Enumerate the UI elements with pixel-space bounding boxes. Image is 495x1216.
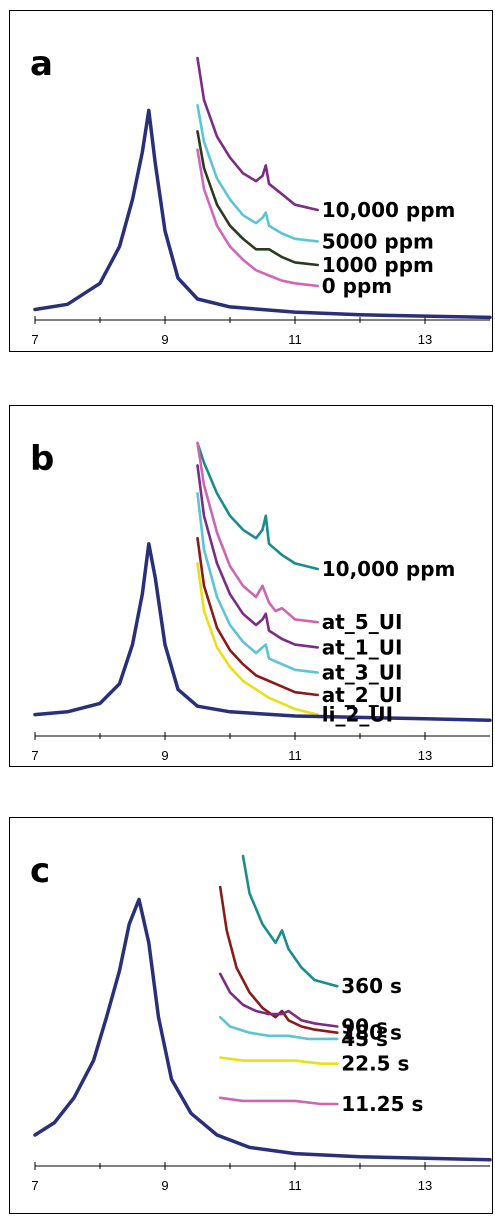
series-label: 180 s bbox=[341, 1021, 402, 1045]
panel-label: a bbox=[30, 44, 53, 84]
series-line bbox=[196, 130, 320, 267]
series-label: 0 ppm bbox=[322, 274, 392, 298]
series-label: at_2_UI bbox=[322, 683, 403, 707]
series-label: li_2_UI bbox=[322, 703, 393, 727]
series-line bbox=[196, 536, 320, 697]
series-label: 1000 ppm bbox=[322, 253, 434, 277]
series-line bbox=[196, 56, 320, 212]
x-tick-label: 11 bbox=[288, 748, 302, 763]
panel-c: c 7 9 11 13 360 s 180 s 90 s 45 s 22.5 s 11.25 s bbox=[9, 817, 493, 1214]
x-tick-label: 13 bbox=[418, 1178, 432, 1193]
series-line bbox=[196, 148, 320, 288]
series-label: 10,000 ppm bbox=[322, 198, 456, 222]
series-label: 45 s bbox=[341, 1027, 388, 1051]
series-label: at_5_UI bbox=[322, 610, 403, 634]
panel-label: b bbox=[30, 439, 54, 479]
x-tick-label: 7 bbox=[31, 332, 38, 347]
series-line bbox=[196, 562, 320, 716]
x-tick-label: 11 bbox=[288, 1178, 302, 1193]
series-line bbox=[218, 1056, 339, 1065]
panel-b: b 7 9 11 13 10,000 ppm at_5_UI at_1_UI at_3_UI at… bbox=[9, 405, 493, 767]
series-line bbox=[241, 854, 339, 988]
series-label: 5000 ppm bbox=[322, 229, 434, 253]
series-line bbox=[218, 1015, 339, 1041]
series-label: 10,000 ppm bbox=[322, 557, 456, 581]
series-line bbox=[196, 441, 320, 624]
x-tick-label: 13 bbox=[418, 748, 432, 763]
series-line bbox=[218, 1096, 339, 1106]
panel-label: c bbox=[30, 851, 50, 891]
chart-c: c 7 9 11 13 360 s 180 s90 s45 s22.5 s 11.25 s bbox=[30, 851, 492, 1193]
x-tick-label: 7 bbox=[31, 1178, 38, 1193]
chart-b: b 7 9 11 13 10,000 ppm at_5_UIat_1_UIat_3_UIat… bbox=[30, 439, 492, 763]
series-line bbox=[196, 103, 320, 243]
series-line bbox=[218, 972, 339, 1028]
series-line bbox=[196, 492, 320, 674]
series-label: at_3_UI bbox=[322, 661, 403, 685]
series-label: 11.25 s bbox=[341, 1092, 423, 1116]
series-line bbox=[196, 464, 320, 649]
series-label: 22.5 s bbox=[341, 1052, 409, 1076]
x-tick-label: 9 bbox=[161, 1178, 168, 1193]
x-tick-label: 13 bbox=[418, 332, 432, 347]
x-tick-label: 9 bbox=[161, 748, 168, 763]
series-label: at_1_UI bbox=[322, 635, 403, 659]
panel-a: a 7 9 11 13 10,000 ppm 5000 ppm 1000 ppm 0 ppm bbox=[9, 10, 493, 352]
series-label: 90 s bbox=[341, 1015, 388, 1039]
x-tick-label: 7 bbox=[31, 748, 38, 763]
main-peak-line bbox=[33, 542, 492, 722]
x-tick-label: 11 bbox=[288, 332, 302, 347]
main-peak-line bbox=[33, 108, 492, 320]
main-peak-line bbox=[33, 897, 492, 1162]
series-line bbox=[218, 885, 339, 1034]
x-tick-label: 9 bbox=[161, 332, 168, 347]
series-label: 360 s bbox=[341, 974, 402, 998]
series-line bbox=[196, 441, 320, 571]
